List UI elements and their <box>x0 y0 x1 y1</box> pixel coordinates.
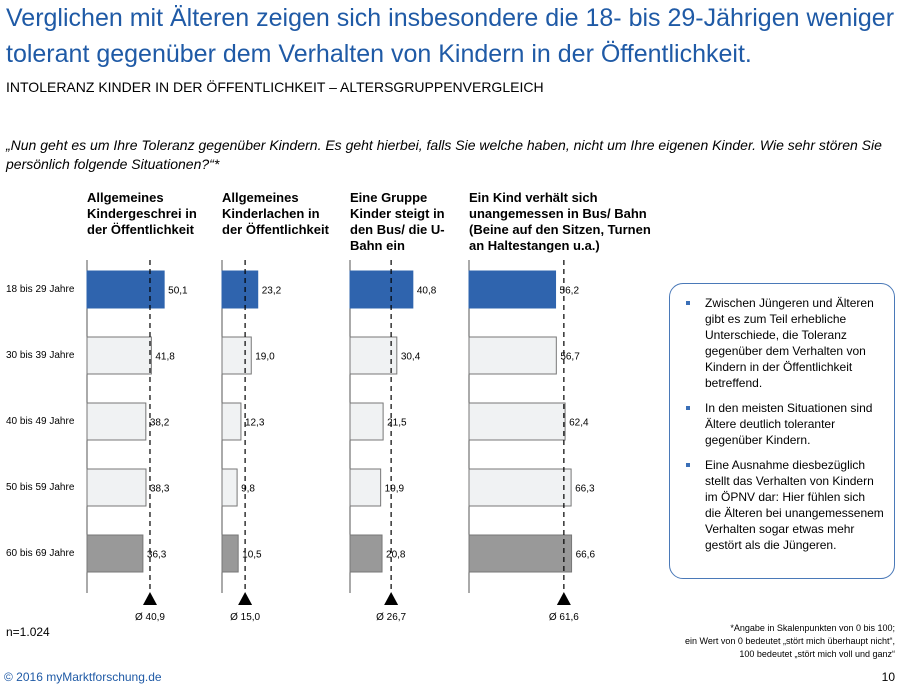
bar-value-label: 50,1 <box>168 286 188 297</box>
bar <box>349 270 414 309</box>
column-header-line: (Beine auf den Sitzen, Turnen <box>469 222 651 237</box>
row-label: 40 bis 49 Jahre <box>6 416 75 427</box>
summary-point: Eine Ausnahme diesbezüglich stellt das V… <box>684 457 884 553</box>
bar-value-label: 21,5 <box>387 418 407 429</box>
bar <box>349 336 398 375</box>
column-header-line: den Bus/ die U- <box>350 222 445 237</box>
bar <box>221 336 252 375</box>
column-header-line: Allgemeines <box>87 190 164 205</box>
bar-value-label: 23,2 <box>262 286 282 297</box>
bar <box>86 468 147 507</box>
row-label: 18 bis 29 Jahre <box>6 284 75 295</box>
row-label: 30 bis 39 Jahre <box>6 350 75 361</box>
column-header: Allgemeines Kinderlachen in der Öffentlich… <box>222 190 329 238</box>
column-header-line: Ein Kind verhält sich <box>469 190 598 205</box>
column-header-line: Kinderlachen in <box>222 206 320 221</box>
bar-value-label: 38,2 <box>150 418 170 429</box>
bar <box>221 534 239 573</box>
column-header: Eine Gruppe Kinder steigt in den Bus/ die … <box>350 190 445 254</box>
bar-value-label: 12,3 <box>245 418 265 429</box>
page-title: Verglichen mit Älteren zeigen sich insbe… <box>6 4 895 68</box>
column-header-line: Eine Gruppe <box>350 190 428 205</box>
bar-value-label: 20,8 <box>386 550 406 561</box>
footnote-line: *Angabe in Skalenpunkten von 0 bis 100; <box>730 623 895 633</box>
summary-box: Zwischen Jüngeren und Älteren gibt es zu… <box>669 283 895 579</box>
bar-value-label: 40,8 <box>417 286 437 297</box>
bar <box>468 336 557 375</box>
bar-value-label: 10,5 <box>242 550 262 561</box>
bar-value-label: 66,3 <box>575 484 595 495</box>
bar <box>86 534 144 573</box>
bar-value-label: 38,3 <box>150 484 170 495</box>
bar <box>86 336 152 375</box>
summary-point: Zwischen Jüngeren und Älteren gibt es zu… <box>684 295 884 391</box>
column-header-line: an Haltestangen u.a.) <box>469 238 600 253</box>
sample-size: n=1.024 <box>6 625 50 639</box>
bar-value-label: 41,8 <box>155 352 175 363</box>
average-marker <box>142 592 157 605</box>
bar <box>468 468 572 507</box>
bar-value-label: 30,4 <box>401 352 421 363</box>
bar <box>349 402 384 441</box>
bar-value-label: 19,0 <box>255 352 275 363</box>
bar <box>221 270 259 309</box>
bar-value-label: 36,3 <box>147 550 167 561</box>
bar <box>468 402 566 441</box>
average-marker <box>238 592 253 605</box>
bar-value-label: 19,9 <box>385 484 405 495</box>
survey-question: „Nun geht es um Ihre Toleranz gegenüber … <box>6 137 882 172</box>
average-label: Ø 26,7 <box>376 612 406 623</box>
bar <box>86 270 165 309</box>
column-header-line: der Öffentlichkeit <box>87 222 194 237</box>
row-label: 60 bis 69 Jahre <box>6 548 75 559</box>
column-header-line: Kindergeschrei in <box>87 206 197 221</box>
bar <box>221 402 242 441</box>
bar <box>86 402 147 441</box>
summary-point: In den meisten Situationen sind Ältere d… <box>684 400 884 448</box>
bar <box>221 468 238 507</box>
average-label: Ø 61,6 <box>549 612 579 623</box>
average-label: Ø 40,9 <box>135 612 165 623</box>
bar <box>468 270 557 309</box>
bar <box>349 534 383 573</box>
bar-value-label: 56,7 <box>560 352 580 363</box>
bar <box>468 534 573 573</box>
bar-value-label: 62,4 <box>569 418 589 429</box>
column-header-line: Allgemeines <box>222 190 299 205</box>
bar <box>349 468 382 507</box>
column-header-line: Kinder steigt in <box>350 206 445 221</box>
bar-value-label: 66,6 <box>576 550 596 561</box>
bar-value-label: 56,2 <box>560 286 580 297</box>
average-marker <box>556 592 571 605</box>
page-number: 10 <box>881 670 895 684</box>
footnote-line: ein Wert von 0 bedeutet „stört mich über… <box>685 636 895 646</box>
average-marker <box>384 592 399 605</box>
column-header: Ein Kind verhält sich unangemessen in Bus… <box>469 190 651 254</box>
column-header-line: der Öffentlichkeit <box>222 222 329 237</box>
footnote: *Angabe in Skalenpunkten von 0 bis 100; … <box>685 622 895 661</box>
bar-value-label: 9,8 <box>241 484 255 495</box>
copyright: © 2016 myMarktforschung.de <box>4 670 162 684</box>
column-header-line: unangemessen in Bus/ Bahn <box>469 206 647 221</box>
column-header-line: Bahn ein <box>350 238 405 253</box>
column-header: Allgemeines Kindergeschrei in der Öffentli… <box>87 190 197 238</box>
chart-subtitle: INTOLERANZ KINDER IN DER ÖFFENTLICHKEIT … <box>6 79 544 95</box>
footnote-line: 100 bedeutet „stört mich voll und ganz“ <box>739 649 895 659</box>
row-label: 50 bis 59 Jahre <box>6 482 75 493</box>
average-label: Ø 15,0 <box>230 612 260 623</box>
